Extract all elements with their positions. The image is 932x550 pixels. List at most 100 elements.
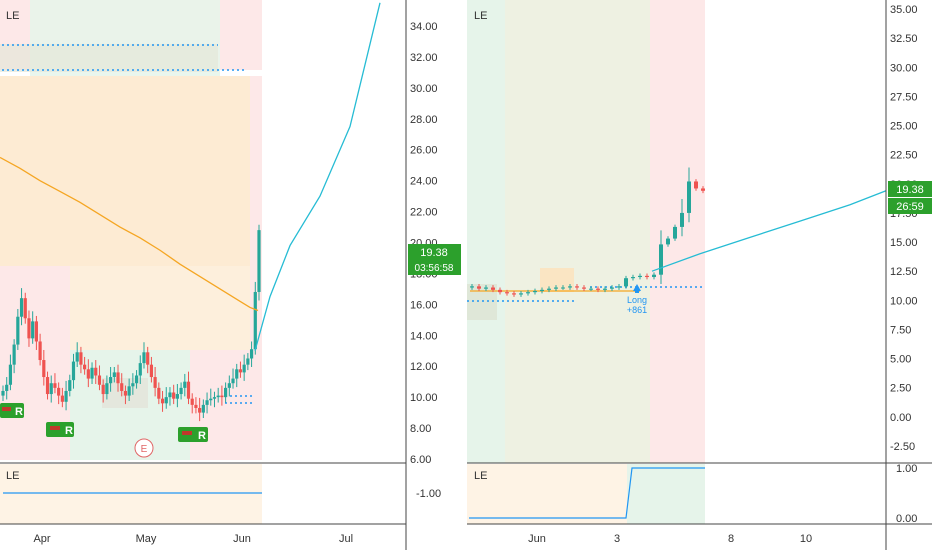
trade-label-profit: +861: [627, 305, 647, 315]
right-price-tick-label: 25.00: [890, 121, 918, 133]
left-time-tick-label: May: [136, 533, 157, 545]
left-time-tick-label: Jul: [339, 533, 353, 545]
candle: [231, 368, 235, 389]
signal-marker-2[interactable]: R: [46, 422, 74, 437]
candle: [227, 375, 231, 397]
right-zone-orange-strip: [505, 0, 650, 463]
left-indicator-zone: [0, 464, 262, 524]
candle: [238, 361, 243, 378]
candle: [116, 364, 120, 392]
candle: [519, 291, 523, 297]
signal-marker-label: R: [198, 430, 206, 442]
candle: [172, 384, 176, 405]
candle: [198, 397, 202, 422]
left-price-tick-label: 8.00: [410, 423, 431, 435]
left-countdown-tag: 03:56:58: [408, 260, 461, 275]
left-price-tick-label: 24.00: [410, 176, 438, 188]
right-price-tick-label: 10.00: [890, 295, 918, 307]
candle: [582, 285, 586, 292]
right-time-axis[interactable]: Jun 3 8 10: [528, 533, 812, 545]
candle: [687, 167, 691, 223]
right-countdown-value: 26:59: [896, 201, 924, 213]
right-indicator-zone-green: [627, 464, 705, 524]
candle: [631, 274, 635, 281]
left-price-tick-label: 6.00: [410, 454, 431, 466]
earnings-event-marker[interactable]: E: [134, 438, 154, 458]
left-price-tick-label: 26.00: [410, 145, 438, 157]
candle: [75, 342, 79, 367]
candle: [484, 285, 488, 292]
candle: [568, 284, 572, 290]
right-price-tick-label: 12.50: [890, 266, 918, 278]
left-price-tick-label: 34.00: [410, 21, 438, 33]
left-time-axis[interactable]: Apr May Jun Jul: [33, 533, 353, 545]
left-zone-orange: [0, 76, 250, 266]
signal-marker-label: R: [65, 425, 73, 437]
candle: [652, 272, 656, 280]
right-countdown-tag: 26:59: [888, 198, 932, 214]
candle: [186, 371, 191, 405]
candle: [194, 397, 198, 414]
right-projection-line: [651, 190, 887, 272]
candle: [83, 356, 87, 375]
candle: [5, 377, 9, 400]
candle: [160, 390, 165, 412]
left-time-tick-label: Jun: [233, 533, 251, 545]
candle: [205, 392, 209, 414]
right-price-tick-label: 27.50: [890, 91, 918, 103]
candle: [491, 285, 495, 293]
candle: [38, 333, 42, 366]
candle: [526, 289, 530, 296]
right-last-price-tag: 19.38: [888, 181, 932, 197]
candle: [64, 380, 68, 411]
long-trade-marker[interactable]: Long +861: [627, 284, 647, 315]
right-price-tick-label: 35.00: [890, 4, 918, 16]
right-time-tick-label: 3: [614, 533, 620, 545]
right-time-tick-label: Jun: [528, 533, 546, 545]
candle: [131, 373, 135, 395]
candle: [42, 349, 46, 386]
left-price-tick-label: 12.00: [410, 361, 438, 373]
right-panel: Long +861 LE LE -2.50 0.00 2.50 5.00 7.50 10.…: [467, 0, 932, 550]
candle: [53, 373, 57, 394]
trade-label-long: Long: [627, 295, 647, 305]
candle: [253, 281, 257, 355]
right-time-tick-label: 10: [800, 533, 812, 545]
candle: [638, 273, 642, 280]
candle: [19, 288, 24, 326]
candle: [603, 286, 607, 293]
candle: [617, 284, 621, 290]
candle: [142, 342, 146, 369]
candle: [477, 284, 481, 292]
candle: [97, 365, 102, 391]
right-price-axis[interactable]: -2.500.002.505.007.5010.0012.5015.0017.5…: [890, 4, 918, 525]
candle: [34, 315, 38, 350]
left-price-tick-label: 10.00: [410, 392, 438, 404]
signal-marker-1[interactable]: R: [0, 403, 24, 418]
candle: [257, 224, 261, 301]
candle: [249, 341, 254, 367]
candle: [157, 382, 161, 405]
candle: [12, 339, 16, 374]
candle: [666, 236, 670, 247]
candle: [589, 286, 593, 292]
candle: [164, 387, 168, 409]
candle: [108, 366, 113, 392]
candle: [190, 393, 194, 414]
signal-marker-3[interactable]: R: [178, 427, 208, 442]
right-price-tick-label: 32.50: [890, 33, 918, 45]
right-price-tick-label: 7.50: [890, 324, 911, 336]
candle: [224, 382, 228, 403]
candle: [127, 378, 131, 402]
candle: [57, 382, 61, 405]
right-indicator-zone-orange: [467, 464, 627, 524]
candle: [49, 375, 53, 403]
candle: [533, 288, 537, 295]
candle: [183, 373, 187, 397]
candle: [149, 356, 154, 383]
right-price-tick-label: 22.50: [890, 150, 918, 162]
candle: [246, 353, 250, 371]
candle: [175, 383, 179, 408]
left-zone-red-right: [250, 76, 262, 460]
candle: [153, 366, 157, 397]
